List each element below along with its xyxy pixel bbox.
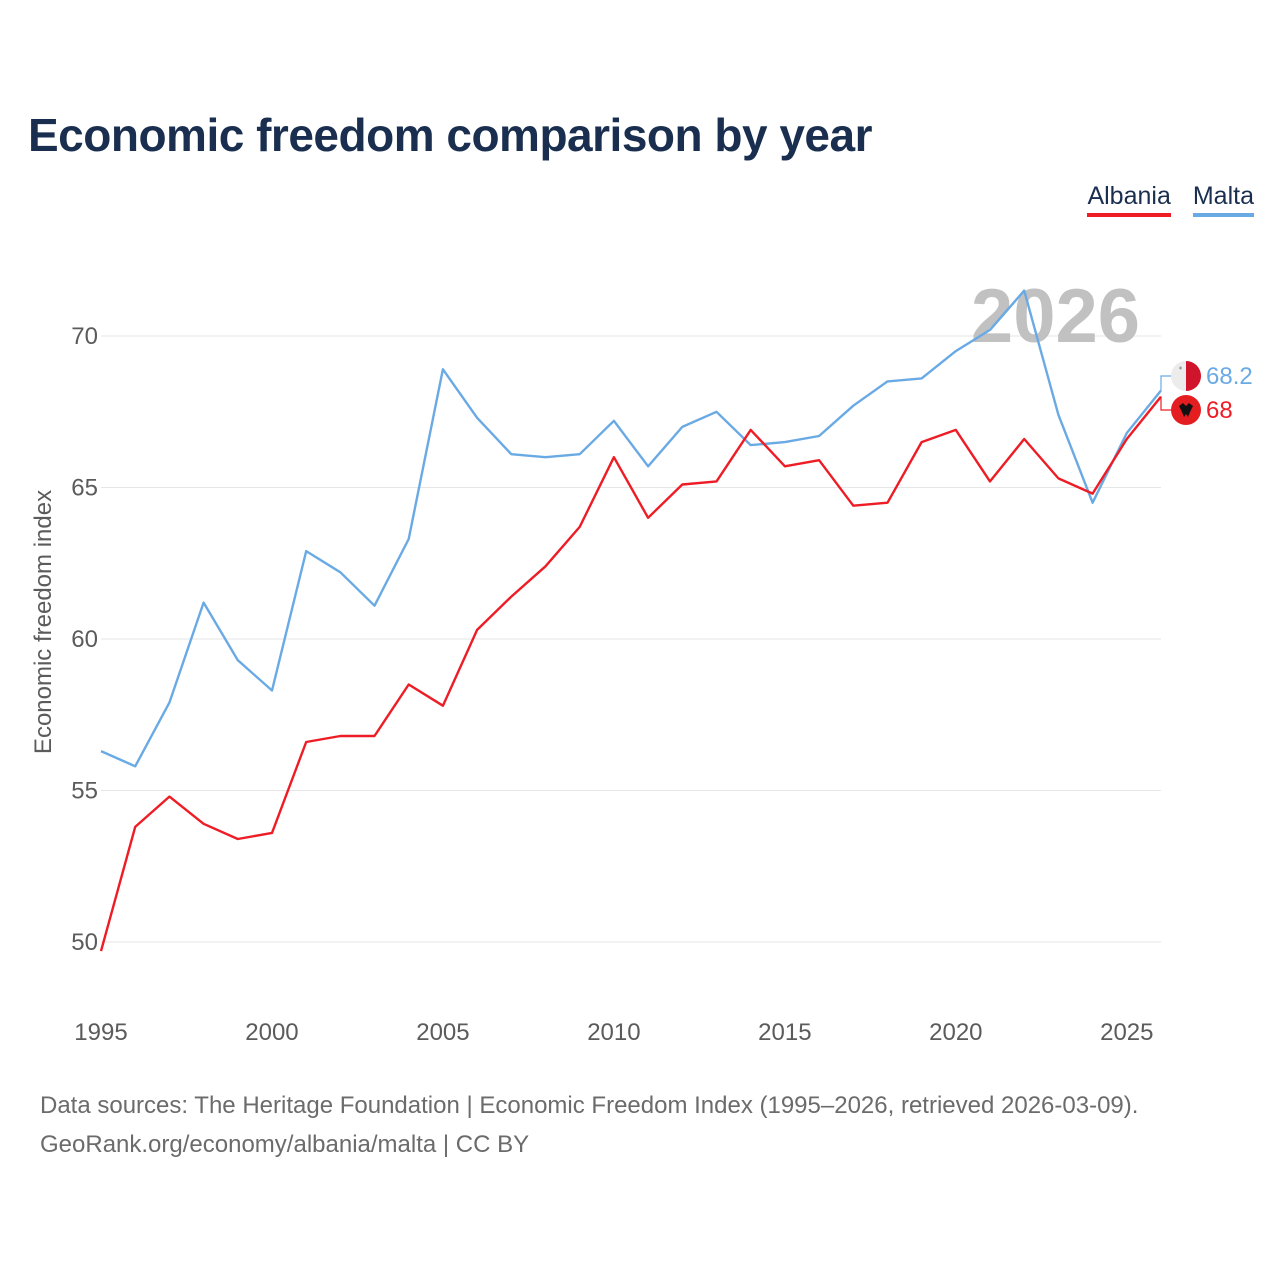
y-tick-50: 50 <box>71 929 98 956</box>
footer-sources: Data sources: The Heritage Foundation | … <box>40 1092 1139 1119</box>
albania-flag-icon <box>1171 395 1201 425</box>
x-tick-2015: 2015 <box>758 1019 811 1046</box>
x-tick-2000: 2000 <box>245 1019 298 1046</box>
x-tick-1995: 1995 <box>74 1019 127 1046</box>
end-value-malta: 68.2 <box>1206 363 1253 390</box>
malta-flag-icon <box>1171 361 1201 391</box>
footer: Data sources: The Heritage Foundation | … <box>40 1086 1138 1164</box>
y-tick-70: 70 <box>71 323 98 350</box>
series-line-albania[interactable] <box>99 395 1162 952</box>
x-tick-2005: 2005 <box>416 1019 469 1046</box>
end-value-albania: 68 <box>1206 397 1233 424</box>
legend-item-malta[interactable]: Malta <box>1192 182 1254 217</box>
y-tick-55: 55 <box>71 778 98 805</box>
chart-title: Economic freedom comparison by year <box>28 109 873 161</box>
x-tick-2010: 2010 <box>587 1019 640 1046</box>
x-tick-2025: 2025 <box>1100 1019 1153 1046</box>
end-connector-albania <box>1160 396 1172 411</box>
legend: Albania Malta <box>1087 182 1254 217</box>
series-line-malta[interactable] <box>100 289 1162 768</box>
y-tick-65: 65 <box>71 475 98 502</box>
current-year-watermark: 2026 <box>971 274 1140 359</box>
y-axis-label: Economic freedom index <box>30 490 57 754</box>
end-connector-malta <box>1160 375 1172 391</box>
footer-credit[interactable]: GeoRank.org/economy/albania/malta | CC B… <box>40 1131 530 1158</box>
x-tick-2020: 2020 <box>929 1019 982 1046</box>
legend-item-albania[interactable]: Albania <box>1087 182 1171 217</box>
y-tick-60: 60 <box>71 626 98 653</box>
